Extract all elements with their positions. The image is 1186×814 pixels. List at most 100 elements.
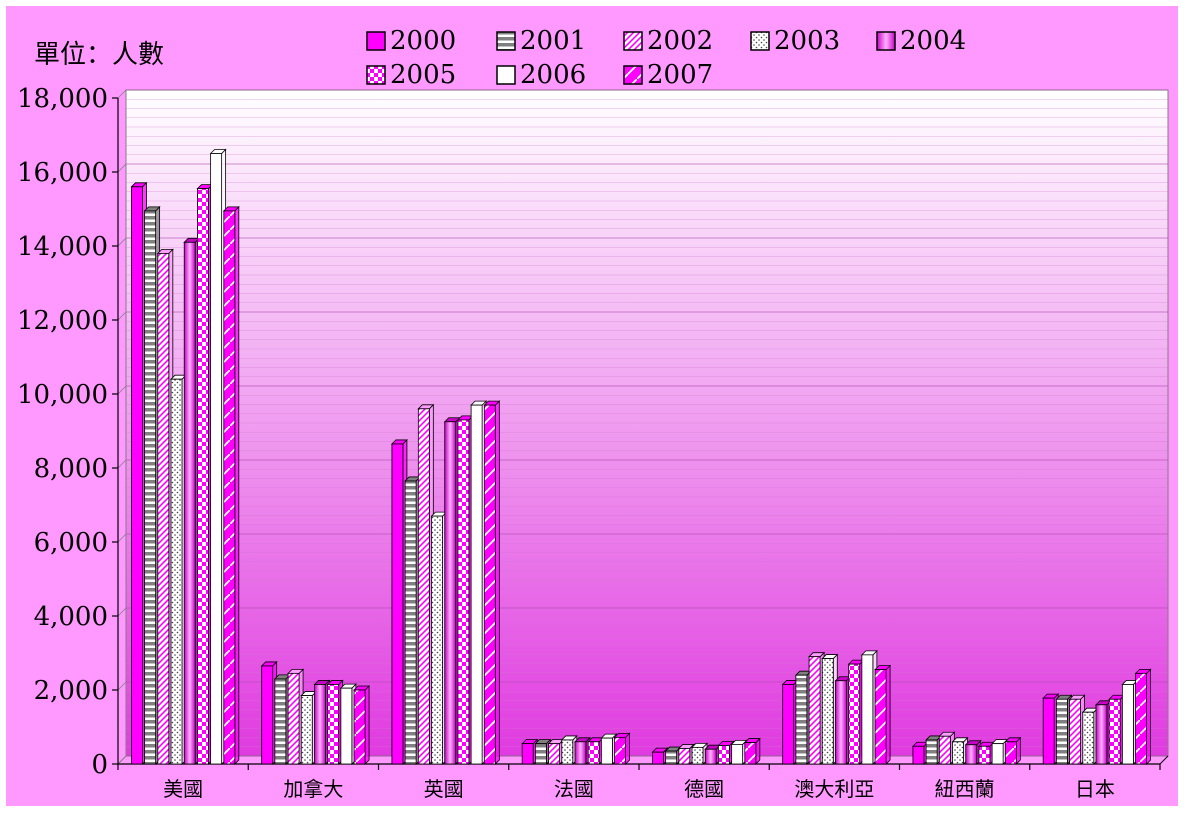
y-tick-label: 4,000 [34, 602, 108, 632]
legend-label: 2003 [774, 26, 841, 56]
bar [390, 438, 408, 765]
legend-label: 2007 [647, 60, 714, 90]
bar [587, 736, 605, 765]
legend-swatch [750, 31, 770, 51]
legend-item-2007: 2007 [623, 60, 713, 90]
bar [991, 738, 1009, 765]
bar [143, 205, 161, 765]
bar [196, 183, 214, 765]
bar [260, 660, 278, 765]
legend-swatch [366, 65, 386, 85]
bar [600, 733, 618, 765]
unit-label: 單位：人數 [34, 40, 165, 70]
bar [534, 738, 552, 765]
bar [156, 248, 174, 765]
legend-label: 2005 [390, 60, 457, 90]
bar [209, 148, 227, 765]
bar [977, 741, 995, 765]
legend-item-2005: 2005 [366, 60, 456, 90]
bar [704, 744, 722, 765]
legend-swatch [623, 31, 643, 51]
bar [911, 741, 929, 765]
y-tick-label: 8,000 [34, 454, 108, 484]
bar [860, 649, 878, 765]
bar [951, 736, 969, 765]
legend-swatch [623, 65, 643, 85]
bar [183, 237, 201, 765]
bar [651, 747, 669, 765]
bar-chart: 0 2,000 4,000 6,000 8,000 10,000 12,000 14,000 1… [17, 84, 1169, 801]
bar [834, 675, 852, 765]
y-tick-label: 14,000 [17, 232, 108, 262]
x-tick-label: 英國 [424, 777, 464, 801]
bar [1121, 679, 1139, 765]
bar [1108, 694, 1126, 765]
bar [222, 205, 240, 765]
x-tick-label: 美國 [163, 777, 203, 801]
legend-label: 2000 [390, 26, 457, 56]
bar [847, 659, 865, 765]
bar [794, 670, 812, 765]
legend-label: 2004 [900, 26, 967, 56]
legend-item-2003: 2003 [750, 26, 840, 56]
bar [353, 685, 371, 765]
legend-label: 2001 [520, 26, 587, 56]
x-tick-label: 德國 [684, 777, 724, 801]
bar [273, 673, 291, 765]
y-tick-label: 2,000 [34, 676, 108, 706]
bar [781, 679, 799, 765]
bar [521, 738, 539, 765]
legend-item-2002: 2002 [623, 26, 713, 56]
legend-swatch [496, 65, 516, 85]
bar [1004, 736, 1022, 765]
y-tick-label: 0 [91, 750, 108, 780]
bar [691, 742, 708, 765]
bar [717, 740, 735, 765]
bar [1081, 707, 1099, 765]
bar [964, 739, 982, 765]
bar [874, 664, 892, 765]
y-tick-label: 16,000 [17, 158, 108, 188]
bar [1095, 699, 1112, 765]
bar [547, 738, 565, 765]
bar [808, 651, 826, 765]
bar [560, 734, 578, 765]
y-tick-label: 6,000 [34, 528, 108, 558]
bar [313, 679, 331, 765]
bar [1042, 693, 1060, 765]
legend-item-2006: 2006 [496, 60, 586, 90]
legend-swatch [366, 31, 386, 51]
x-tick-label: 紐西蘭 [935, 777, 995, 801]
x-tick-label: 日本 [1075, 777, 1115, 801]
x-tick-label: 法國 [554, 777, 594, 801]
chart-frame: 單位：人數 2000 2001 2002 2003 2004 2005 2006 2007 0… [6, 6, 1178, 806]
x-tick-label: 加拿大 [283, 777, 343, 801]
bar [170, 374, 187, 765]
legend-item-2004: 2004 [876, 26, 966, 56]
bar [821, 653, 839, 765]
bar [443, 416, 461, 765]
bar [456, 414, 474, 765]
bar [430, 511, 448, 765]
legend-label: 2006 [520, 60, 587, 90]
y-tick-label: 12,000 [17, 306, 108, 336]
bar [130, 181, 148, 765]
legend-label: 2002 [647, 26, 714, 56]
bar [664, 746, 682, 765]
bar [1055, 694, 1073, 765]
bar [300, 690, 318, 765]
bar [925, 734, 943, 765]
legend-item-2000: 2000 [366, 26, 456, 56]
x-tick-label: 澳大利亞 [794, 777, 874, 801]
bar [326, 679, 344, 765]
legend-item-2001: 2001 [496, 26, 586, 56]
bar [470, 400, 488, 765]
bar [730, 739, 748, 765]
bar [743, 737, 761, 765]
y-tick-label: 10,000 [17, 380, 108, 410]
bar [287, 668, 305, 765]
bar [417, 403, 435, 765]
legend-swatch [876, 31, 896, 51]
legend-swatch [496, 31, 516, 51]
bar [339, 683, 357, 765]
